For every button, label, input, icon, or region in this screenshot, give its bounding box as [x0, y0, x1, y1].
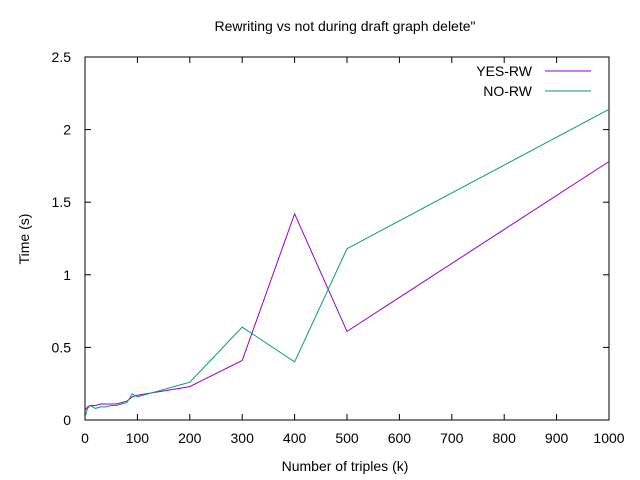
x-tick-label: 300: [231, 430, 255, 446]
axis-ticks: 0 100 200 300 400 500 600 700 800 900 1000 0 0.5 1 1.5…: [52, 49, 625, 446]
x-tick-label: 200: [178, 430, 202, 446]
x-tick-label: 1000: [593, 430, 624, 446]
y-tick-label: 1.5: [52, 194, 72, 210]
y-tick-label: 0.5: [52, 339, 72, 355]
x-axis-label: Number of triples (k): [282, 458, 409, 474]
y-tick-label: 2.5: [52, 49, 72, 65]
plot-frame: [84, 56, 610, 421]
legend: YES-RW NO-RW: [476, 63, 591, 99]
legend-label-yes-rw: YES-RW: [476, 63, 533, 79]
x-tick-label: 0: [81, 430, 89, 446]
y-tick-label: 2: [63, 122, 71, 138]
x-tick-label: 800: [493, 430, 517, 446]
legend-label-no-rw: NO-RW: [483, 83, 533, 99]
series-lines: [85, 108, 610, 416]
y-tick-label: 1: [63, 267, 71, 283]
y-axis-label: Time (s): [16, 214, 32, 265]
x-tick-label: 500: [335, 430, 359, 446]
x-tick-label: 600: [388, 430, 412, 446]
y-tick-label: 0: [63, 412, 71, 428]
x-tick-label: 400: [283, 430, 307, 446]
x-tick-label: 100: [126, 430, 150, 446]
series-line-yes-rw: [85, 161, 610, 411]
series-line-no-rw: [85, 108, 610, 416]
x-tick-label: 700: [440, 430, 464, 446]
x-tick-label: 900: [545, 430, 569, 446]
chart-title: Rewriting vs not during draft graph dele…: [214, 18, 475, 34]
